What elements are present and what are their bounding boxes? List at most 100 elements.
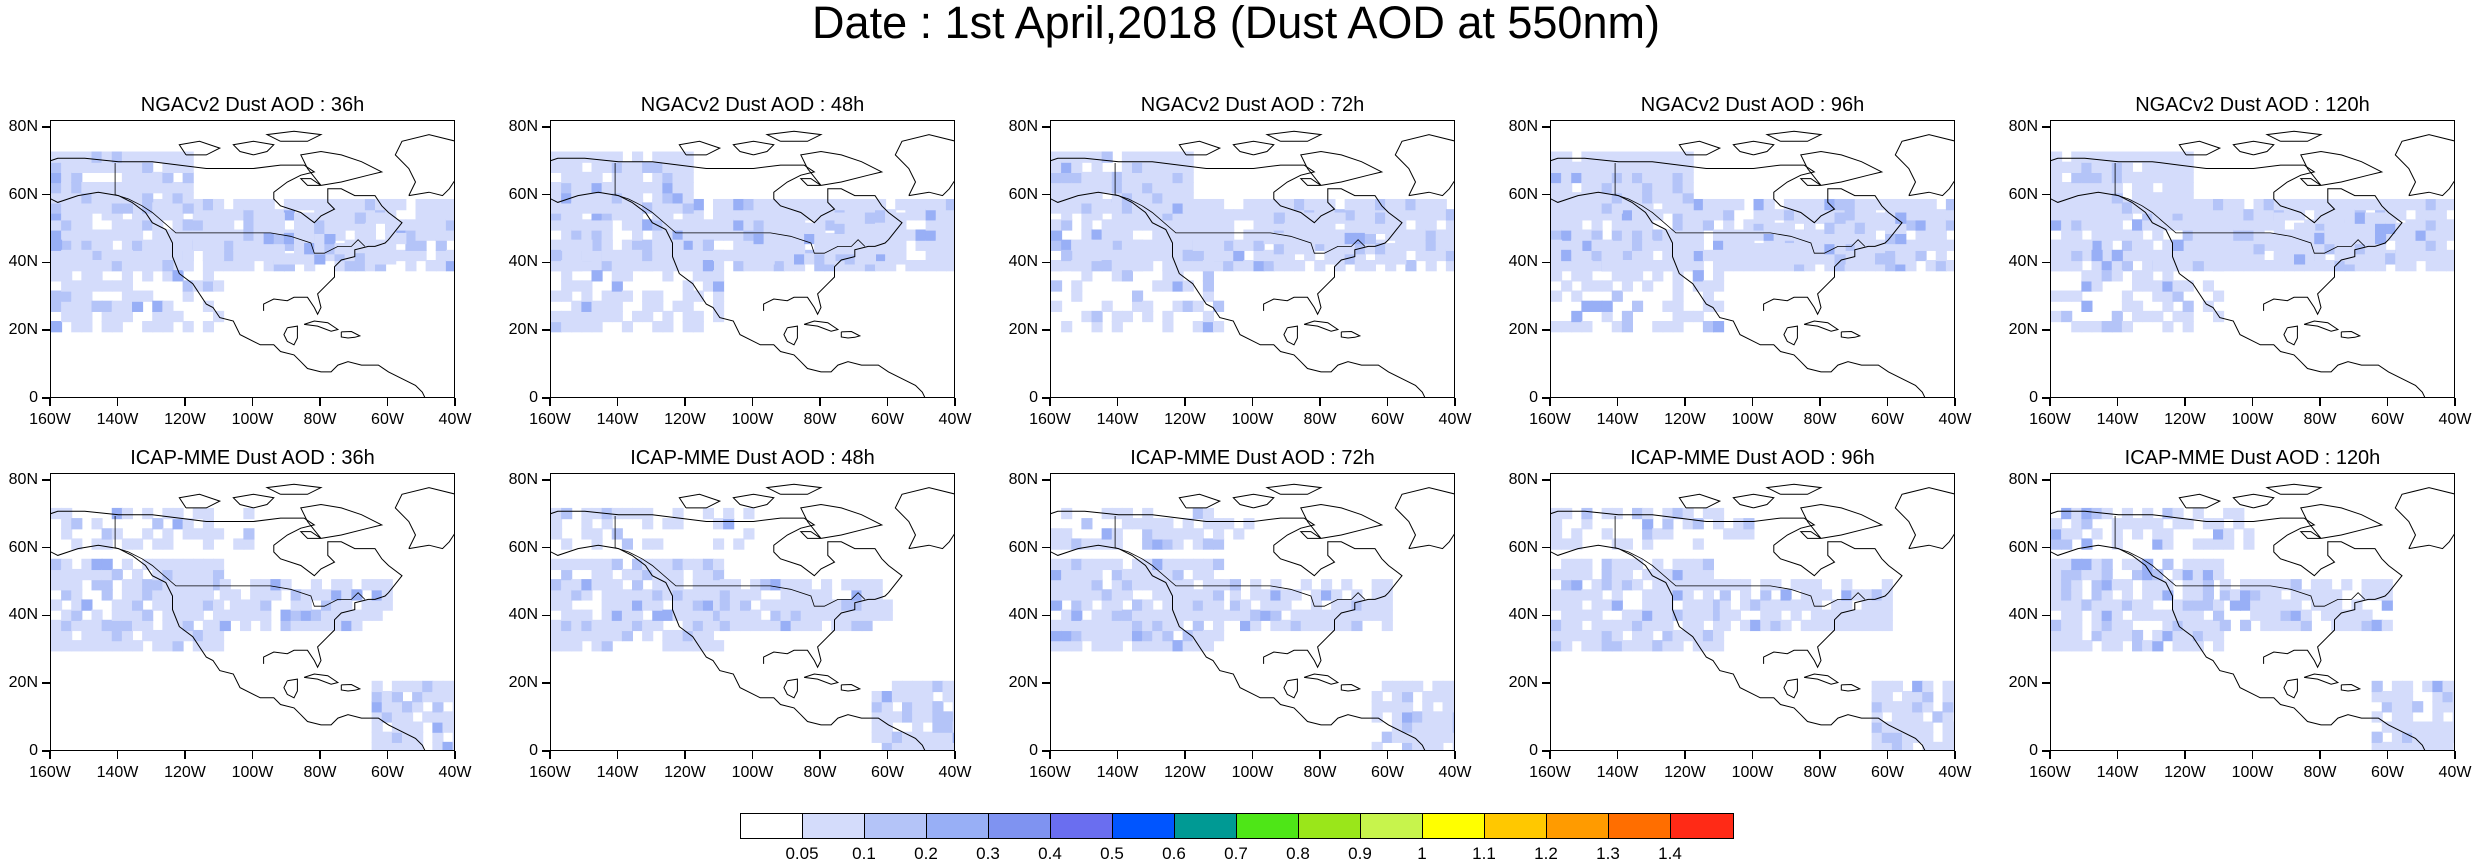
colorbar-label: 0.8 — [1286, 844, 1310, 863]
aod-cell — [915, 239, 927, 251]
aod-cell — [1632, 629, 1644, 642]
aod-cell — [581, 300, 593, 312]
aod-cell — [2051, 219, 2063, 231]
aod-cell — [61, 640, 73, 652]
aod-cell — [885, 232, 897, 245]
aod-cell — [324, 243, 336, 255]
aod-cell — [71, 518, 83, 530]
aod-cell — [2314, 212, 2326, 224]
x-tick-label: 60W — [871, 764, 904, 781]
aod-cell — [2229, 599, 2241, 611]
aod-cell — [2111, 270, 2123, 282]
aod-cell — [1081, 202, 1093, 214]
aod-cell — [875, 243, 887, 255]
aod-cell — [1885, 198, 1897, 211]
aod-cell — [1233, 209, 1245, 221]
aod-cell — [2142, 589, 2154, 601]
aod-cell — [2081, 518, 2093, 530]
aod-cell — [344, 209, 356, 221]
aod-cell — [1162, 599, 1174, 611]
aod-cell — [1263, 232, 1275, 245]
aod-cell — [713, 518, 725, 530]
aod-cell — [1202, 260, 1214, 272]
aod-cell — [162, 260, 174, 272]
aod-cell — [294, 212, 306, 224]
aod-cell — [692, 239, 704, 251]
aod-cell — [702, 619, 714, 632]
aod-cell — [1561, 599, 1573, 611]
aod-cell — [2243, 229, 2255, 241]
aod-cell — [354, 212, 366, 224]
aod-cell — [2304, 243, 2316, 255]
aod-cell — [1172, 270, 1184, 282]
x-tick-mark — [2454, 398, 2456, 406]
aod-cell — [1061, 538, 1073, 550]
x-tick-label: 160W — [2029, 764, 2071, 781]
aod-cell — [1142, 518, 1154, 530]
aod-cell — [1682, 249, 1694, 262]
aod-cell — [1571, 589, 1583, 601]
aod-cell — [1591, 239, 1603, 251]
aod-cell — [692, 629, 704, 642]
x-tick-mark — [886, 751, 889, 759]
aod-cell — [935, 260, 947, 272]
aod-cell — [101, 629, 113, 642]
aod-cell — [2435, 260, 2447, 272]
aod-cell — [682, 558, 694, 571]
aod-cell — [1551, 290, 1563, 302]
aod-cell — [581, 518, 593, 530]
aod-cell — [2091, 579, 2103, 591]
aod-cell — [219, 579, 231, 591]
aod-cell — [162, 609, 174, 621]
aod-cell — [1051, 599, 1063, 611]
aod-cell — [780, 619, 792, 632]
aod-cell — [300, 619, 312, 632]
aod-cell — [1814, 253, 1826, 265]
aod-cell — [1642, 151, 1654, 163]
x-tick-label: 160W — [1529, 764, 1571, 781]
aod-cell — [2142, 219, 2154, 231]
aod-cell — [1111, 507, 1123, 520]
aod-cell — [1310, 619, 1322, 632]
aod-cell — [1652, 599, 1664, 611]
aod-cell — [925, 229, 937, 241]
aod-cell — [1334, 212, 1346, 224]
aod-cell — [1794, 260, 1806, 272]
aod-cell — [2280, 579, 2292, 591]
aod-cell — [1881, 589, 1893, 601]
aod-cell — [571, 229, 583, 241]
aod-cell — [915, 198, 927, 211]
aod-cell — [1760, 589, 1772, 601]
aod-cell — [1202, 229, 1214, 241]
aod-cell — [1091, 182, 1103, 194]
aod-cell — [1740, 589, 1752, 601]
coastline — [340, 683, 362, 692]
aod-cell — [162, 629, 174, 642]
aod-cell — [2081, 538, 2093, 550]
aod-cell — [2111, 151, 2123, 163]
aod-cell — [581, 280, 593, 292]
aod-cell — [682, 640, 694, 652]
aod-cell — [2172, 280, 2184, 292]
aod-cell — [551, 321, 563, 333]
aod-cell — [71, 239, 83, 251]
aod-cell — [1770, 619, 1782, 632]
aod-cell — [192, 219, 204, 231]
y-tick-mark — [1542, 261, 1550, 264]
aod-cell — [1662, 161, 1674, 173]
aod-cell — [344, 260, 356, 272]
aod-cell — [1061, 151, 1073, 163]
aod-cell — [452, 680, 454, 693]
y-tick-mark — [1542, 682, 1550, 684]
aod-cell — [1834, 232, 1846, 245]
aod-cell — [1692, 538, 1704, 550]
aod-cell — [371, 701, 383, 713]
aod-cell — [902, 680, 914, 693]
aod-cell — [925, 219, 937, 231]
y-tick-mark — [42, 546, 50, 549]
aod-cell — [71, 579, 83, 591]
y-tick-label: 40N — [8, 606, 38, 624]
aod-cell — [310, 589, 322, 601]
y-tick-mark — [42, 750, 50, 752]
aod-cell — [243, 209, 255, 221]
